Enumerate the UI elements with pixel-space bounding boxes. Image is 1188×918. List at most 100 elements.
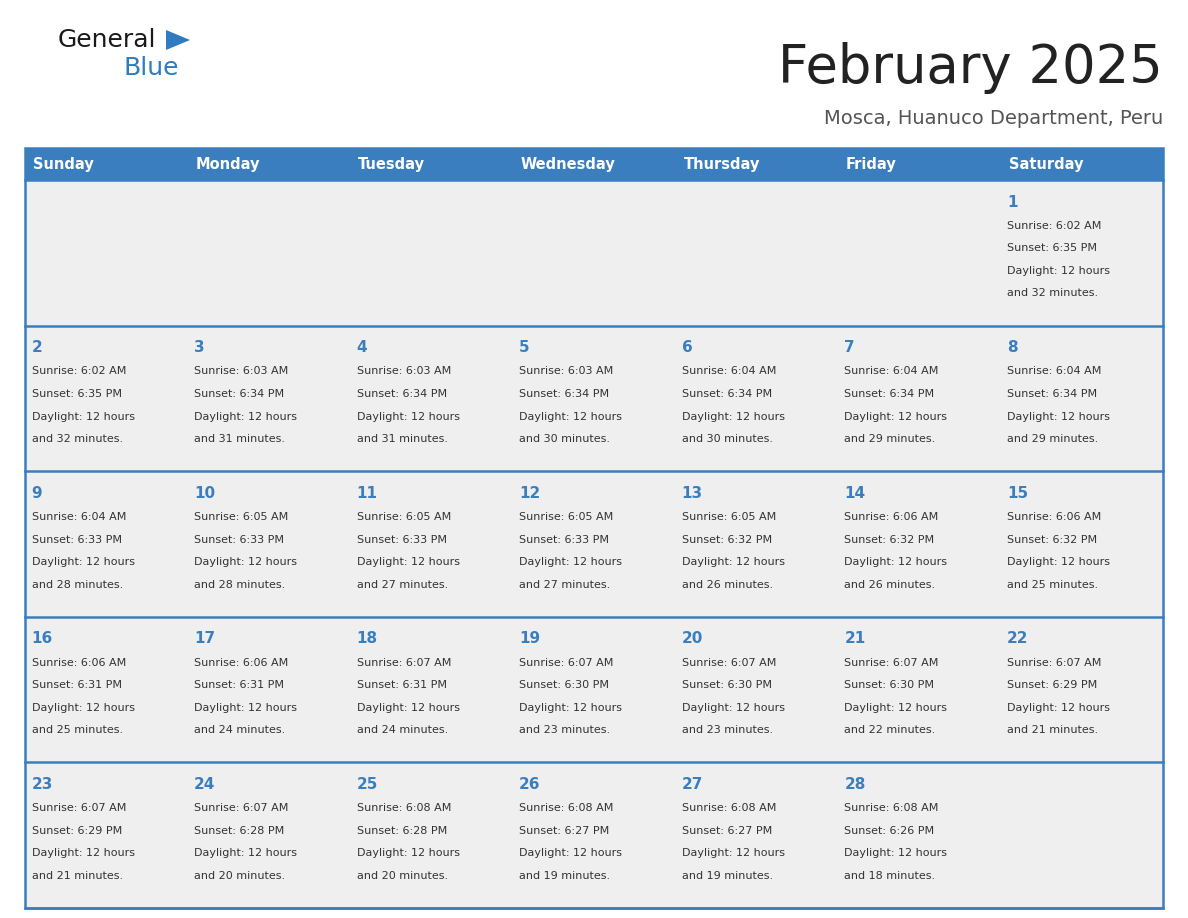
Text: Sunrise: 6:07 AM: Sunrise: 6:07 AM bbox=[682, 657, 776, 667]
Text: General: General bbox=[58, 28, 157, 52]
Text: Sunrise: 6:07 AM: Sunrise: 6:07 AM bbox=[519, 657, 613, 667]
Text: Sunset: 6:33 PM: Sunset: 6:33 PM bbox=[356, 534, 447, 544]
Text: and 31 minutes.: and 31 minutes. bbox=[356, 434, 448, 444]
Text: and 28 minutes.: and 28 minutes. bbox=[194, 579, 285, 589]
Text: Daylight: 12 hours: Daylight: 12 hours bbox=[1007, 411, 1110, 421]
Text: Daylight: 12 hours: Daylight: 12 hours bbox=[519, 557, 623, 567]
Bar bbox=[675, 148, 838, 180]
Bar bbox=[350, 180, 513, 326]
Bar bbox=[188, 326, 350, 471]
Text: and 24 minutes.: and 24 minutes. bbox=[194, 725, 285, 735]
Text: and 29 minutes.: and 29 minutes. bbox=[845, 434, 936, 444]
Text: Daylight: 12 hours: Daylight: 12 hours bbox=[519, 702, 623, 712]
Text: 10: 10 bbox=[194, 486, 215, 500]
Bar bbox=[25, 148, 188, 180]
Text: Thursday: Thursday bbox=[683, 156, 760, 172]
Polygon shape bbox=[166, 30, 190, 50]
Bar bbox=[1000, 180, 1163, 326]
Text: Sunrise: 6:04 AM: Sunrise: 6:04 AM bbox=[32, 512, 126, 522]
Text: Sunset: 6:32 PM: Sunset: 6:32 PM bbox=[682, 534, 772, 544]
Text: Sunset: 6:35 PM: Sunset: 6:35 PM bbox=[1007, 243, 1097, 253]
Text: Daylight: 12 hours: Daylight: 12 hours bbox=[194, 702, 297, 712]
Text: Sunset: 6:33 PM: Sunset: 6:33 PM bbox=[519, 534, 609, 544]
Text: Daylight: 12 hours: Daylight: 12 hours bbox=[194, 411, 297, 421]
Bar bbox=[675, 326, 838, 471]
Text: Sunrise: 6:06 AM: Sunrise: 6:06 AM bbox=[32, 657, 126, 667]
Text: Daylight: 12 hours: Daylight: 12 hours bbox=[682, 411, 785, 421]
Text: and 28 minutes.: and 28 minutes. bbox=[32, 579, 122, 589]
Text: Sunrise: 6:05 AM: Sunrise: 6:05 AM bbox=[194, 512, 289, 522]
Text: 9: 9 bbox=[32, 486, 42, 500]
Text: Daylight: 12 hours: Daylight: 12 hours bbox=[32, 557, 134, 567]
Text: 13: 13 bbox=[682, 486, 703, 500]
Text: Daylight: 12 hours: Daylight: 12 hours bbox=[32, 848, 134, 858]
Text: Daylight: 12 hours: Daylight: 12 hours bbox=[1007, 557, 1110, 567]
Bar bbox=[25, 326, 188, 471]
Text: Sunrise: 6:06 AM: Sunrise: 6:06 AM bbox=[194, 657, 289, 667]
Text: Sunset: 6:30 PM: Sunset: 6:30 PM bbox=[845, 680, 934, 690]
Text: Daylight: 12 hours: Daylight: 12 hours bbox=[519, 848, 623, 858]
Bar bbox=[25, 148, 1163, 908]
Text: Sunrise: 6:07 AM: Sunrise: 6:07 AM bbox=[32, 803, 126, 813]
Bar bbox=[675, 763, 838, 908]
Text: 27: 27 bbox=[682, 777, 703, 792]
Text: 6: 6 bbox=[682, 341, 693, 355]
Text: Sunset: 6:31 PM: Sunset: 6:31 PM bbox=[32, 680, 121, 690]
Text: Sunset: 6:32 PM: Sunset: 6:32 PM bbox=[845, 534, 935, 544]
Text: Sunrise: 6:08 AM: Sunrise: 6:08 AM bbox=[519, 803, 613, 813]
Text: Sunrise: 6:03 AM: Sunrise: 6:03 AM bbox=[519, 366, 613, 376]
Text: and 19 minutes.: and 19 minutes. bbox=[682, 871, 773, 881]
Bar bbox=[188, 617, 350, 763]
Text: and 20 minutes.: and 20 minutes. bbox=[356, 871, 448, 881]
Text: Sunset: 6:31 PM: Sunset: 6:31 PM bbox=[356, 680, 447, 690]
Bar bbox=[1000, 326, 1163, 471]
Bar bbox=[1000, 471, 1163, 617]
Text: Sunset: 6:34 PM: Sunset: 6:34 PM bbox=[682, 389, 772, 399]
Text: 24: 24 bbox=[194, 777, 215, 792]
Text: and 23 minutes.: and 23 minutes. bbox=[519, 725, 611, 735]
Text: Sunrise: 6:06 AM: Sunrise: 6:06 AM bbox=[845, 512, 939, 522]
Text: Sunset: 6:33 PM: Sunset: 6:33 PM bbox=[194, 534, 284, 544]
Text: Sunset: 6:32 PM: Sunset: 6:32 PM bbox=[1007, 534, 1097, 544]
Bar bbox=[838, 617, 1000, 763]
Text: 7: 7 bbox=[845, 341, 855, 355]
Text: Daylight: 12 hours: Daylight: 12 hours bbox=[845, 848, 947, 858]
Text: and 19 minutes.: and 19 minutes. bbox=[519, 871, 611, 881]
Text: and 30 minutes.: and 30 minutes. bbox=[682, 434, 772, 444]
Bar bbox=[838, 180, 1000, 326]
Text: Sunset: 6:34 PM: Sunset: 6:34 PM bbox=[194, 389, 284, 399]
Bar bbox=[350, 326, 513, 471]
Text: Sunday: Sunday bbox=[33, 156, 94, 172]
Text: Sunrise: 6:07 AM: Sunrise: 6:07 AM bbox=[194, 803, 289, 813]
Text: 15: 15 bbox=[1007, 486, 1028, 500]
Text: Sunset: 6:34 PM: Sunset: 6:34 PM bbox=[356, 389, 447, 399]
Text: Sunrise: 6:06 AM: Sunrise: 6:06 AM bbox=[1007, 512, 1101, 522]
Bar bbox=[513, 763, 675, 908]
Text: Daylight: 12 hours: Daylight: 12 hours bbox=[32, 411, 134, 421]
Text: 2: 2 bbox=[32, 341, 43, 355]
Text: Sunrise: 6:02 AM: Sunrise: 6:02 AM bbox=[32, 366, 126, 376]
Text: Saturday: Saturday bbox=[1009, 156, 1083, 172]
Bar bbox=[838, 471, 1000, 617]
Text: Sunrise: 6:05 AM: Sunrise: 6:05 AM bbox=[356, 512, 451, 522]
Text: Sunset: 6:35 PM: Sunset: 6:35 PM bbox=[32, 389, 121, 399]
Text: 14: 14 bbox=[845, 486, 866, 500]
Text: Sunrise: 6:07 AM: Sunrise: 6:07 AM bbox=[845, 657, 939, 667]
Bar bbox=[188, 180, 350, 326]
Text: and 26 minutes.: and 26 minutes. bbox=[682, 579, 773, 589]
Text: 3: 3 bbox=[194, 341, 204, 355]
Bar bbox=[188, 763, 350, 908]
Text: Daylight: 12 hours: Daylight: 12 hours bbox=[1007, 702, 1110, 712]
Text: Daylight: 12 hours: Daylight: 12 hours bbox=[356, 557, 460, 567]
Bar bbox=[838, 763, 1000, 908]
Text: Daylight: 12 hours: Daylight: 12 hours bbox=[845, 411, 947, 421]
Bar bbox=[513, 148, 675, 180]
Text: Daylight: 12 hours: Daylight: 12 hours bbox=[32, 702, 134, 712]
Text: 25: 25 bbox=[356, 777, 378, 792]
Text: and 24 minutes.: and 24 minutes. bbox=[356, 725, 448, 735]
Text: Monday: Monday bbox=[196, 156, 260, 172]
Text: Sunset: 6:31 PM: Sunset: 6:31 PM bbox=[194, 680, 284, 690]
Bar bbox=[1000, 763, 1163, 908]
Text: 18: 18 bbox=[356, 632, 378, 646]
Text: Blue: Blue bbox=[124, 56, 179, 80]
